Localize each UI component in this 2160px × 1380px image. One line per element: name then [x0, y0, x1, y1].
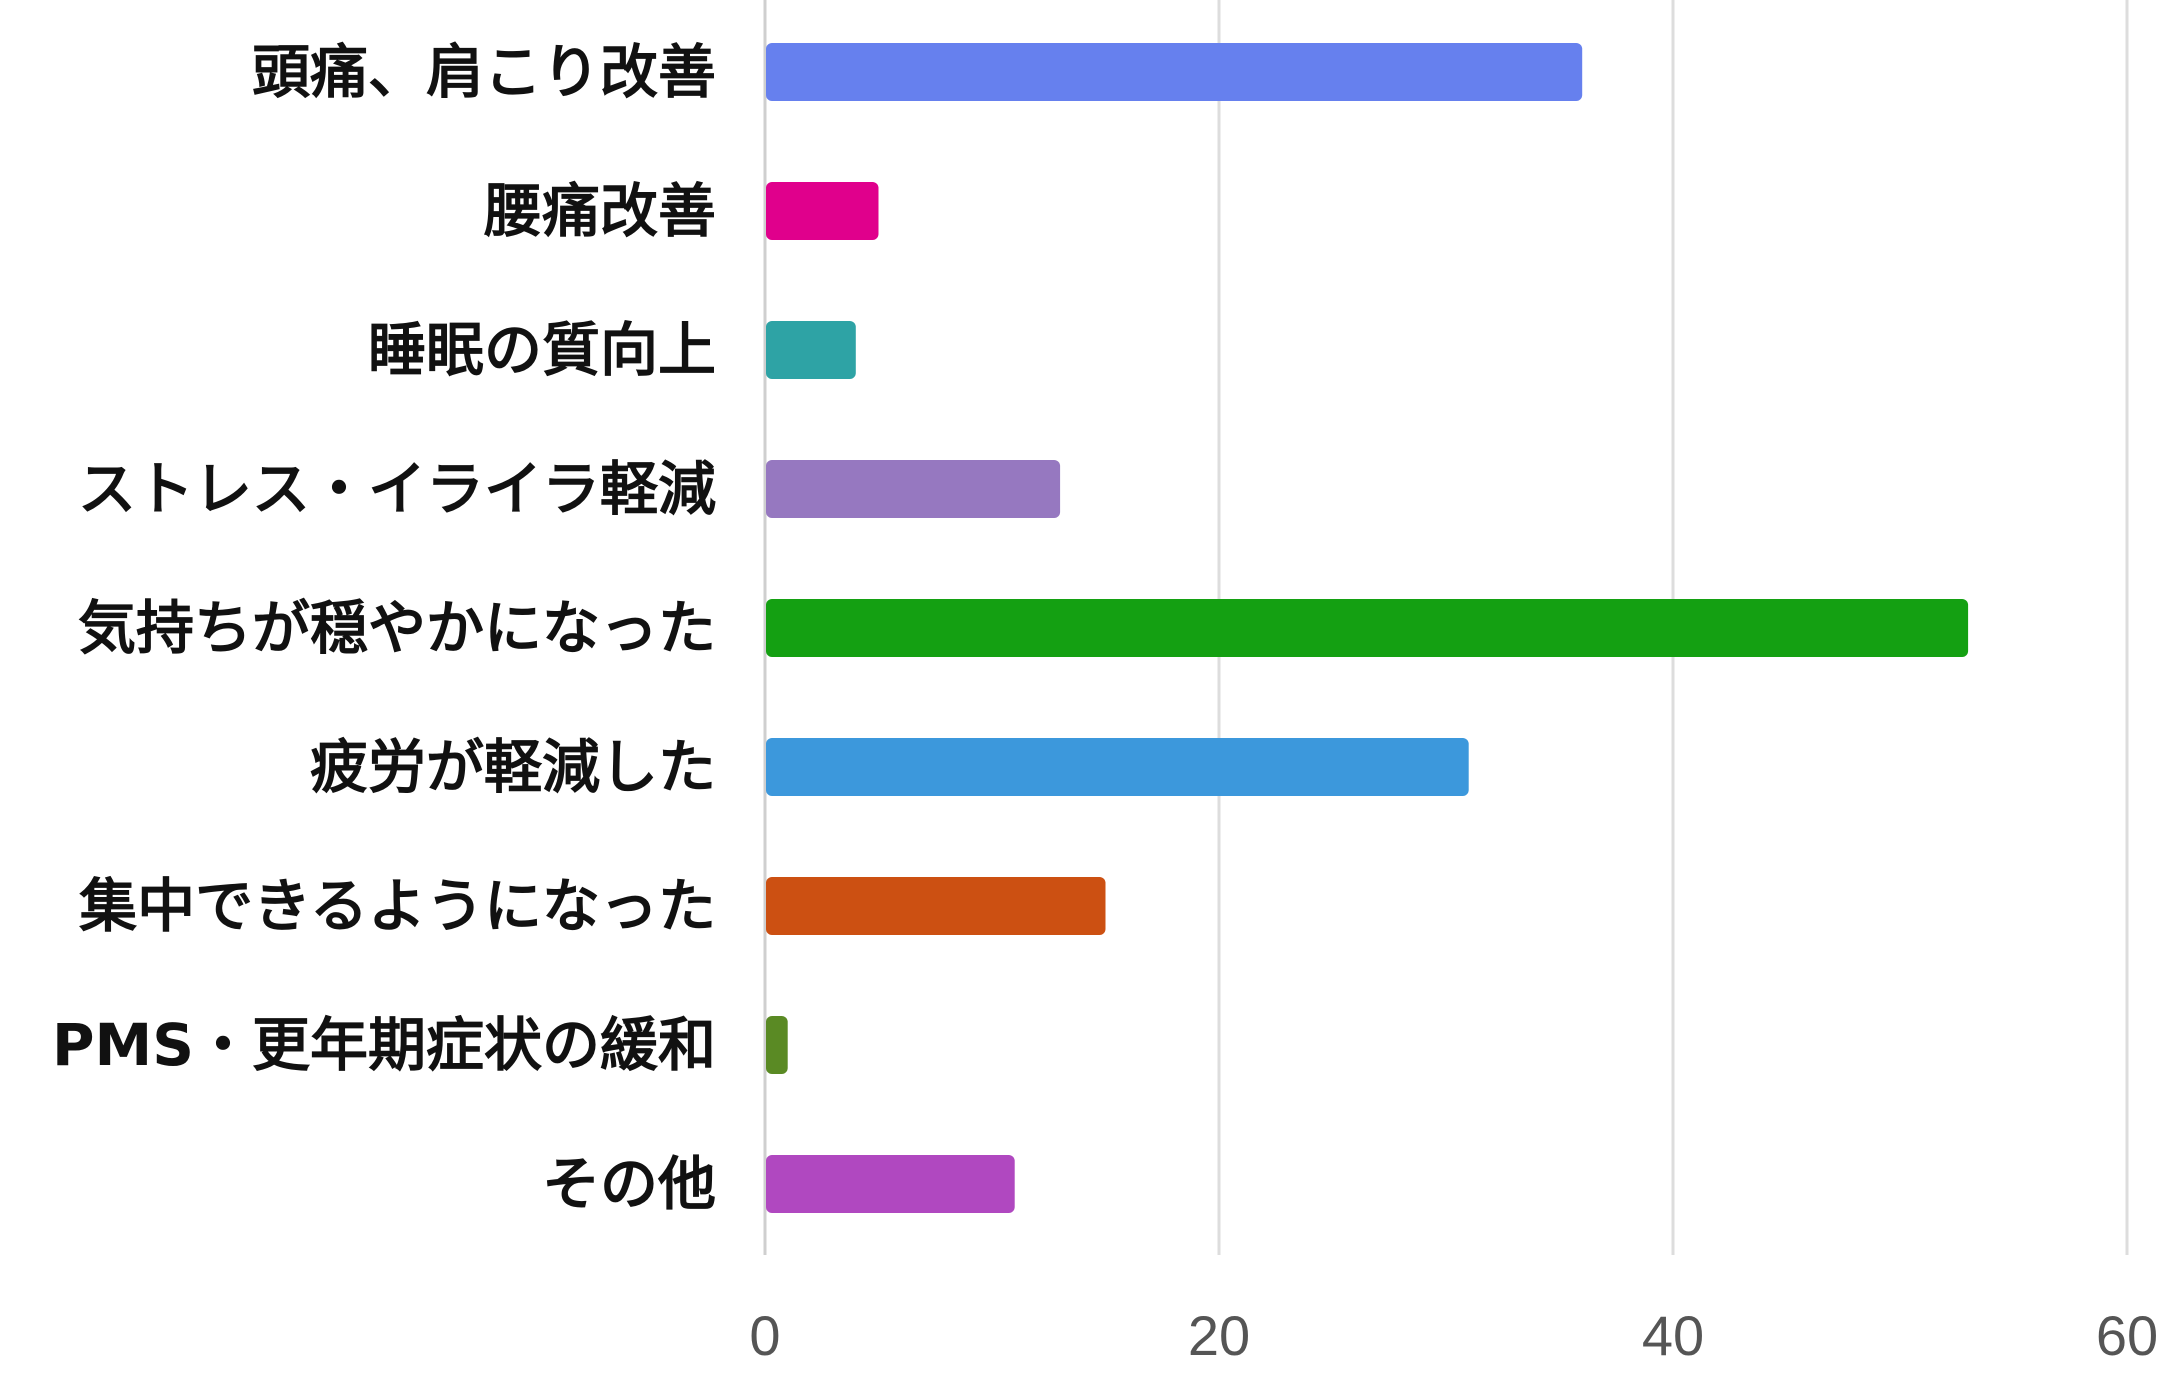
bar-1	[766, 43, 1583, 101]
category-label-2: 腰痛改善	[483, 177, 716, 245]
x-tick-label-60: 60	[2096, 1304, 2158, 1367]
category-label-5: 気持ちが穏やかになった	[78, 594, 716, 662]
category-label-7: 集中できるようになった	[78, 872, 716, 940]
category-label-1: 頭痛、肩こり改善	[252, 38, 716, 106]
bar-3	[766, 321, 856, 379]
bar-5	[766, 599, 1969, 657]
category-labels: 頭痛、肩こり改善腰痛改善睡眠の質向上ストレス・イライラ軽減気持ちが穏やかになった…	[52, 38, 716, 1218]
category-label-9: その他	[542, 1150, 716, 1218]
category-label-3: 睡眠の質向上	[368, 316, 716, 384]
category-label-4: ストレス・イライラ軽減	[78, 455, 716, 523]
bar-2	[766, 182, 879, 240]
x-tick-label-40: 40	[1642, 1304, 1704, 1367]
x-axis-ticks: 0 20 40 60	[749, 1304, 2158, 1367]
category-label-6: 疲労が軽減した	[310, 733, 716, 801]
bar-9	[766, 1155, 1015, 1213]
x-tick-label-20: 20	[1188, 1304, 1250, 1367]
bar-6	[766, 738, 1469, 796]
x-tick-label-0: 0	[749, 1304, 780, 1367]
bars	[766, 43, 1969, 1213]
bar-4	[766, 460, 1061, 518]
bar-7	[766, 877, 1106, 935]
category-label-8: PMS・更年期症状の緩和	[52, 1011, 716, 1079]
bar-8	[766, 1016, 788, 1074]
